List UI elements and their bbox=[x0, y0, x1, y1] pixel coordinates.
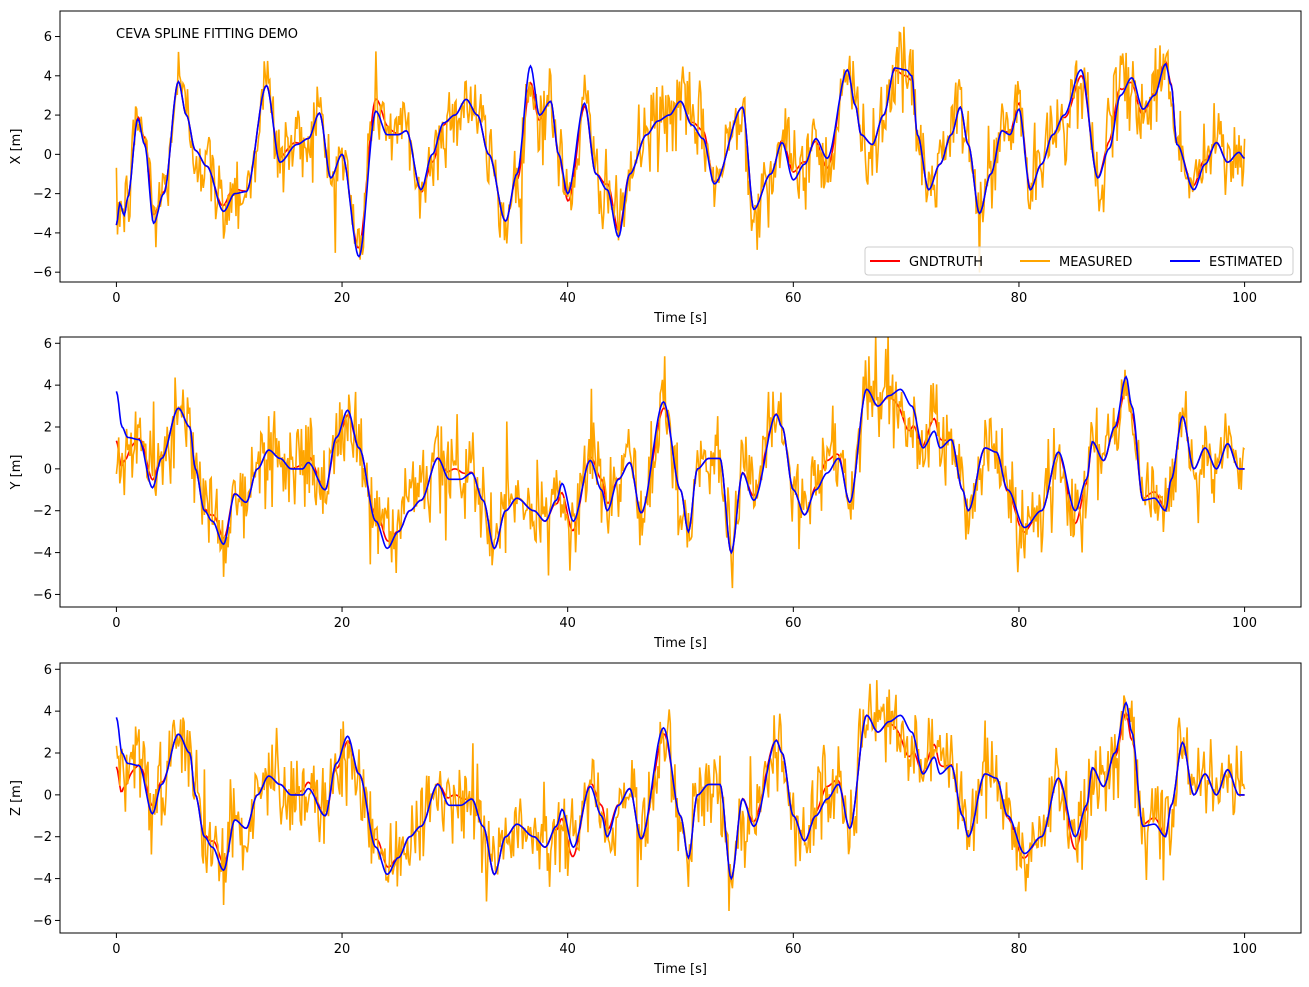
plot-area bbox=[115, 337, 1246, 589]
y-tick-label: −2 bbox=[33, 830, 52, 845]
y-tick-label: −2 bbox=[33, 187, 52, 202]
x-tick-label: 80 bbox=[1011, 291, 1028, 306]
y-tick-label: 6 bbox=[44, 663, 52, 678]
y-tick-label: −6 bbox=[33, 588, 52, 603]
y-tick-label: −6 bbox=[33, 914, 52, 929]
x-tick-label: 40 bbox=[559, 942, 576, 957]
y-axis-label: Z [m] bbox=[9, 780, 24, 816]
x-axis-label: Time [s] bbox=[653, 636, 707, 651]
x-tick-label: 20 bbox=[334, 616, 351, 631]
subplot-3: 0 20 40 60 80 100 −6 −4 −2 0 2 4 6 Time [s] Z [m] bbox=[9, 662, 1302, 977]
x-tick-label: 80 bbox=[1011, 616, 1028, 631]
legend-label-gndtruth: GNDTRUTH bbox=[909, 255, 983, 270]
x-tick-label: 60 bbox=[785, 942, 802, 957]
y-tick-label: 0 bbox=[44, 148, 52, 163]
series-line-estimated bbox=[115, 701, 1245, 881]
x-tick-label: 40 bbox=[559, 616, 576, 631]
y-tick-label: 0 bbox=[44, 462, 52, 477]
axes-frame bbox=[59, 10, 1302, 283]
y-tick-label: 2 bbox=[44, 109, 52, 124]
legend: GNDTRUTH MEASURED ESTIMATED bbox=[864, 246, 1294, 276]
y-tick-label: 4 bbox=[44, 379, 52, 394]
legend-label-measured: MEASURED bbox=[1059, 255, 1132, 270]
y-tick-label: −2 bbox=[33, 504, 52, 519]
y-tick-label: −6 bbox=[33, 266, 52, 281]
y-tick-label: 6 bbox=[44, 337, 52, 352]
x-tick-label: 20 bbox=[334, 942, 351, 957]
x-tick-label: 0 bbox=[112, 291, 120, 306]
y-axis-label: Y [m] bbox=[9, 455, 24, 491]
y-tick-label: −4 bbox=[33, 226, 52, 241]
x-tick-label: 20 bbox=[334, 291, 351, 306]
y-tick-label: 2 bbox=[44, 747, 52, 762]
chart-annotation: CEVA SPLINE FITTING DEMO bbox=[116, 27, 298, 42]
x-tick-label: 60 bbox=[785, 616, 802, 631]
series-line-measured bbox=[115, 680, 1246, 912]
series-line-measured bbox=[115, 337, 1246, 589]
plot-area bbox=[115, 26, 1246, 273]
x-tick-label: 100 bbox=[1232, 942, 1257, 957]
y-tick-label: 4 bbox=[44, 69, 52, 84]
x-tick-label: 60 bbox=[785, 291, 802, 306]
x-tick-label: 100 bbox=[1232, 616, 1257, 631]
series-line-estimated bbox=[115, 375, 1245, 555]
y-axis-label: X [m] bbox=[9, 129, 24, 165]
axes-frame bbox=[59, 336, 1302, 608]
y-tick-label: 6 bbox=[44, 30, 52, 45]
y-tick-label: 0 bbox=[44, 788, 52, 803]
series-line-measured bbox=[115, 26, 1246, 273]
x-tick-label: 0 bbox=[112, 942, 120, 957]
x-axis-label: Time [s] bbox=[653, 311, 707, 326]
x-tick-label: 100 bbox=[1232, 291, 1257, 306]
x-tick-label: 0 bbox=[112, 616, 120, 631]
x-tick-label: 40 bbox=[559, 291, 576, 306]
y-tick-label: −4 bbox=[33, 872, 52, 887]
y-tick-label: −4 bbox=[33, 546, 52, 561]
axes-frame bbox=[59, 662, 1302, 934]
x-tick-label: 80 bbox=[1011, 942, 1028, 957]
x-axis-label: Time [s] bbox=[653, 962, 707, 977]
y-tick-label: 4 bbox=[44, 705, 52, 720]
series-line-estimated bbox=[115, 62, 1245, 258]
y-tick-label: 2 bbox=[44, 421, 52, 436]
legend-label-estimated: ESTIMATED bbox=[1209, 255, 1283, 270]
legend-box bbox=[864, 246, 1294, 276]
subplot-2: 0 20 40 60 80 100 −6 −4 −2 0 2 4 6 Time [s] Y [m] bbox=[9, 336, 1302, 651]
subplot-1: 0 20 40 60 80 100 −6 −4 −2 0 2 4 6 Time [s] X [m] CEVA … bbox=[9, 10, 1302, 326]
plot-area bbox=[115, 680, 1246, 912]
